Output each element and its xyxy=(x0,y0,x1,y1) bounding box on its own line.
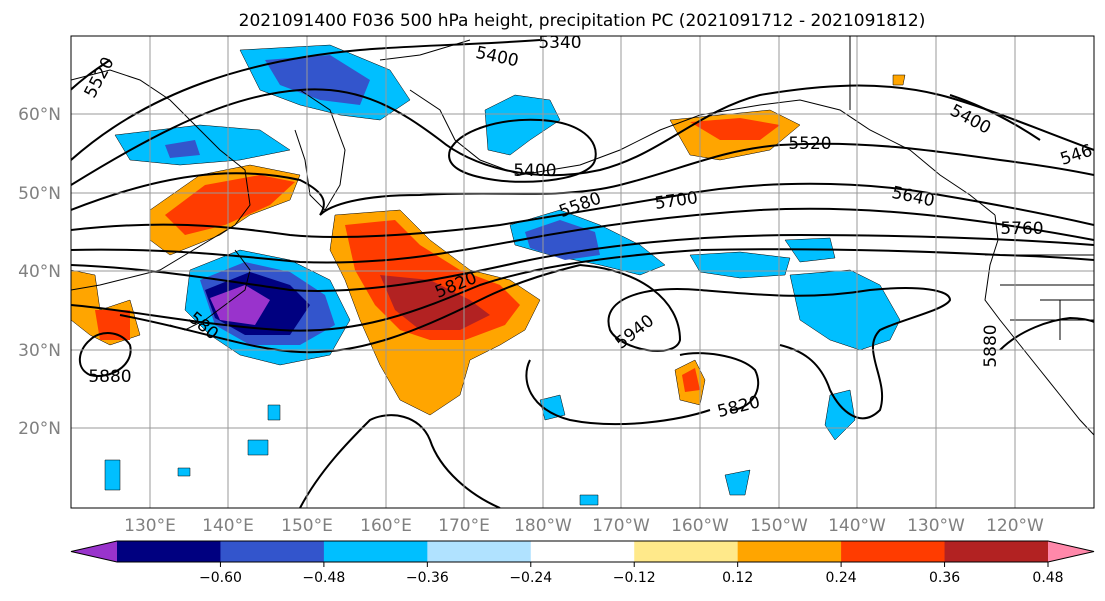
lon-label: 150°W xyxy=(750,516,808,536)
colorbar-tick-label: 0.36 xyxy=(929,570,960,586)
height-contour xyxy=(999,316,1094,351)
coastline-kamchatka xyxy=(294,89,346,211)
height-contour xyxy=(579,264,952,420)
contour-label: 5400 xyxy=(513,161,556,181)
map-title: 2021091400 F036 500 hPa height, precipit… xyxy=(239,11,926,31)
height-contour xyxy=(525,352,760,426)
colorbar-segment xyxy=(117,541,221,562)
colorbar: −0.60 −0.48 −0.36 −0.24 −0.12 0.12 0.24 0.36 0.4… xyxy=(70,540,1095,586)
precip-positive-area xyxy=(892,74,906,86)
colorbar-tick-label: −0.60 xyxy=(199,570,242,586)
height-contour xyxy=(71,59,111,91)
colorbar-tick-label: −0.48 xyxy=(302,570,345,586)
colorbar-segment xyxy=(530,541,635,562)
coastline-borders xyxy=(849,36,1094,340)
lon-label: 170°E xyxy=(438,516,490,536)
contour-label: 5880 xyxy=(88,367,131,387)
lat-label: 50°N xyxy=(18,184,61,204)
map-frame xyxy=(70,35,1095,509)
precip-positive-area xyxy=(682,368,700,392)
lat-label: 60°N xyxy=(18,105,61,125)
graticule xyxy=(71,36,1094,508)
lon-label: 120°W xyxy=(986,516,1044,536)
colorbar-tick-label: −0.24 xyxy=(509,570,552,586)
colorbar-segment xyxy=(220,541,325,562)
contour-label: 5520 xyxy=(788,134,831,154)
colorbar-segment xyxy=(323,541,428,562)
colorbar-outline xyxy=(70,540,1095,563)
lon-label: 130°W xyxy=(907,516,965,536)
precip-positive-area xyxy=(165,175,295,235)
height-contour xyxy=(78,332,132,377)
contour-label: 5340 xyxy=(538,33,581,53)
colorbar-tick-label: 0.24 xyxy=(826,570,857,586)
lon-axis-labels: 130°E 140°E 150°E 160°E 170°E 180°W 170°… xyxy=(124,516,1044,536)
colorbar-segment xyxy=(841,541,946,562)
lon-label: 160°W xyxy=(671,516,729,536)
coastline-asia xyxy=(71,69,251,291)
height-contour xyxy=(71,207,1094,264)
lon-label: 150°E xyxy=(281,516,333,536)
colorbar-segment xyxy=(737,541,842,562)
height-contour xyxy=(71,142,1094,216)
height-contour xyxy=(119,264,581,354)
precip-negative-area xyxy=(247,439,269,456)
height-contours xyxy=(71,39,1094,508)
height-contour xyxy=(71,233,1094,292)
colorbar-extend-max xyxy=(1048,541,1094,562)
height-contour xyxy=(71,84,1094,186)
colorbar-tick-label: 0.12 xyxy=(722,570,753,586)
colorbar-extend-min xyxy=(71,541,117,562)
colorbar-tick-label: −0.36 xyxy=(406,570,449,586)
coastline-na-west xyxy=(984,214,1094,436)
height-contour xyxy=(71,248,1094,332)
lat-axis-labels: 60°N 50°N 40°N 30°N 20°N xyxy=(18,105,61,439)
precip-positive-area xyxy=(95,310,130,340)
precip-negative-area xyxy=(579,494,599,506)
precip-negative-area xyxy=(267,404,281,421)
lon-label: 130°E xyxy=(124,516,176,536)
height-contour xyxy=(71,39,541,161)
colorbar-segment xyxy=(427,541,532,562)
height-contour xyxy=(299,414,501,508)
contour-label: 5760 xyxy=(1000,219,1043,239)
precip-negative-area xyxy=(484,94,561,156)
lat-label: 20°N xyxy=(18,419,61,439)
lat-label: 30°N xyxy=(18,341,61,361)
coastline-layer xyxy=(71,36,1094,436)
precip-positive-area xyxy=(690,118,780,140)
colorbar-segment xyxy=(944,541,1049,562)
lon-label: 180°W xyxy=(514,516,572,536)
precip-negative-area xyxy=(724,469,751,496)
contour-label: 5880 xyxy=(981,324,1001,367)
colorbar-tick-label: −0.12 xyxy=(613,570,656,586)
lon-label: 160°E xyxy=(360,516,412,536)
precip-negative-area xyxy=(104,459,121,491)
lon-label: 140°W xyxy=(828,516,886,536)
lon-label: 170°W xyxy=(592,516,650,536)
colorbar-tick-label: 0.48 xyxy=(1032,570,1063,586)
colorbar-segment xyxy=(634,541,739,562)
precip-negative-area xyxy=(177,467,191,477)
lat-label: 40°N xyxy=(18,262,61,282)
precip-negative-area xyxy=(210,285,270,325)
map-panel: 5520 5340 5400 5400 5520 5400 546 5580 5… xyxy=(70,33,1095,509)
lon-label: 140°E xyxy=(202,516,254,536)
precip-negative-area xyxy=(165,140,200,158)
height-contour xyxy=(71,182,1094,238)
height-contour xyxy=(448,118,597,183)
